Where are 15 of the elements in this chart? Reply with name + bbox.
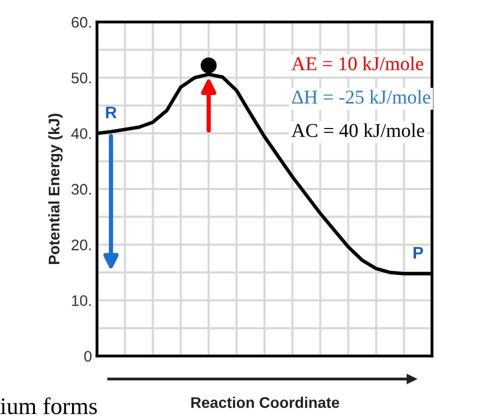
y-tick-label: 30. <box>71 184 91 195</box>
y-tick-label: 10. <box>72 295 91 306</box>
y-tick-label: 50. <box>72 72 91 84</box>
y-tick-label: 40. <box>71 128 91 140</box>
annotation: P <box>414 246 424 258</box>
annotation: AE = 10 kJ/mole <box>291 56 424 70</box>
y-tick-label: 20. <box>72 240 91 250</box>
y-tick-label: 0 <box>84 350 92 362</box>
annotation: AC = 40 kJ/mole <box>291 123 424 138</box>
text: ium forms <box>0 397 97 414</box>
annotation: R <box>106 106 117 118</box>
y-axis-title: Potential Energy (kJ) <box>48 114 63 264</box>
y-tick-label: 60. <box>72 16 91 28</box>
annotation: ΔH = -25 kJ/mole <box>292 90 430 104</box>
x-axis-title: Reaction Coordinate <box>191 396 340 408</box>
